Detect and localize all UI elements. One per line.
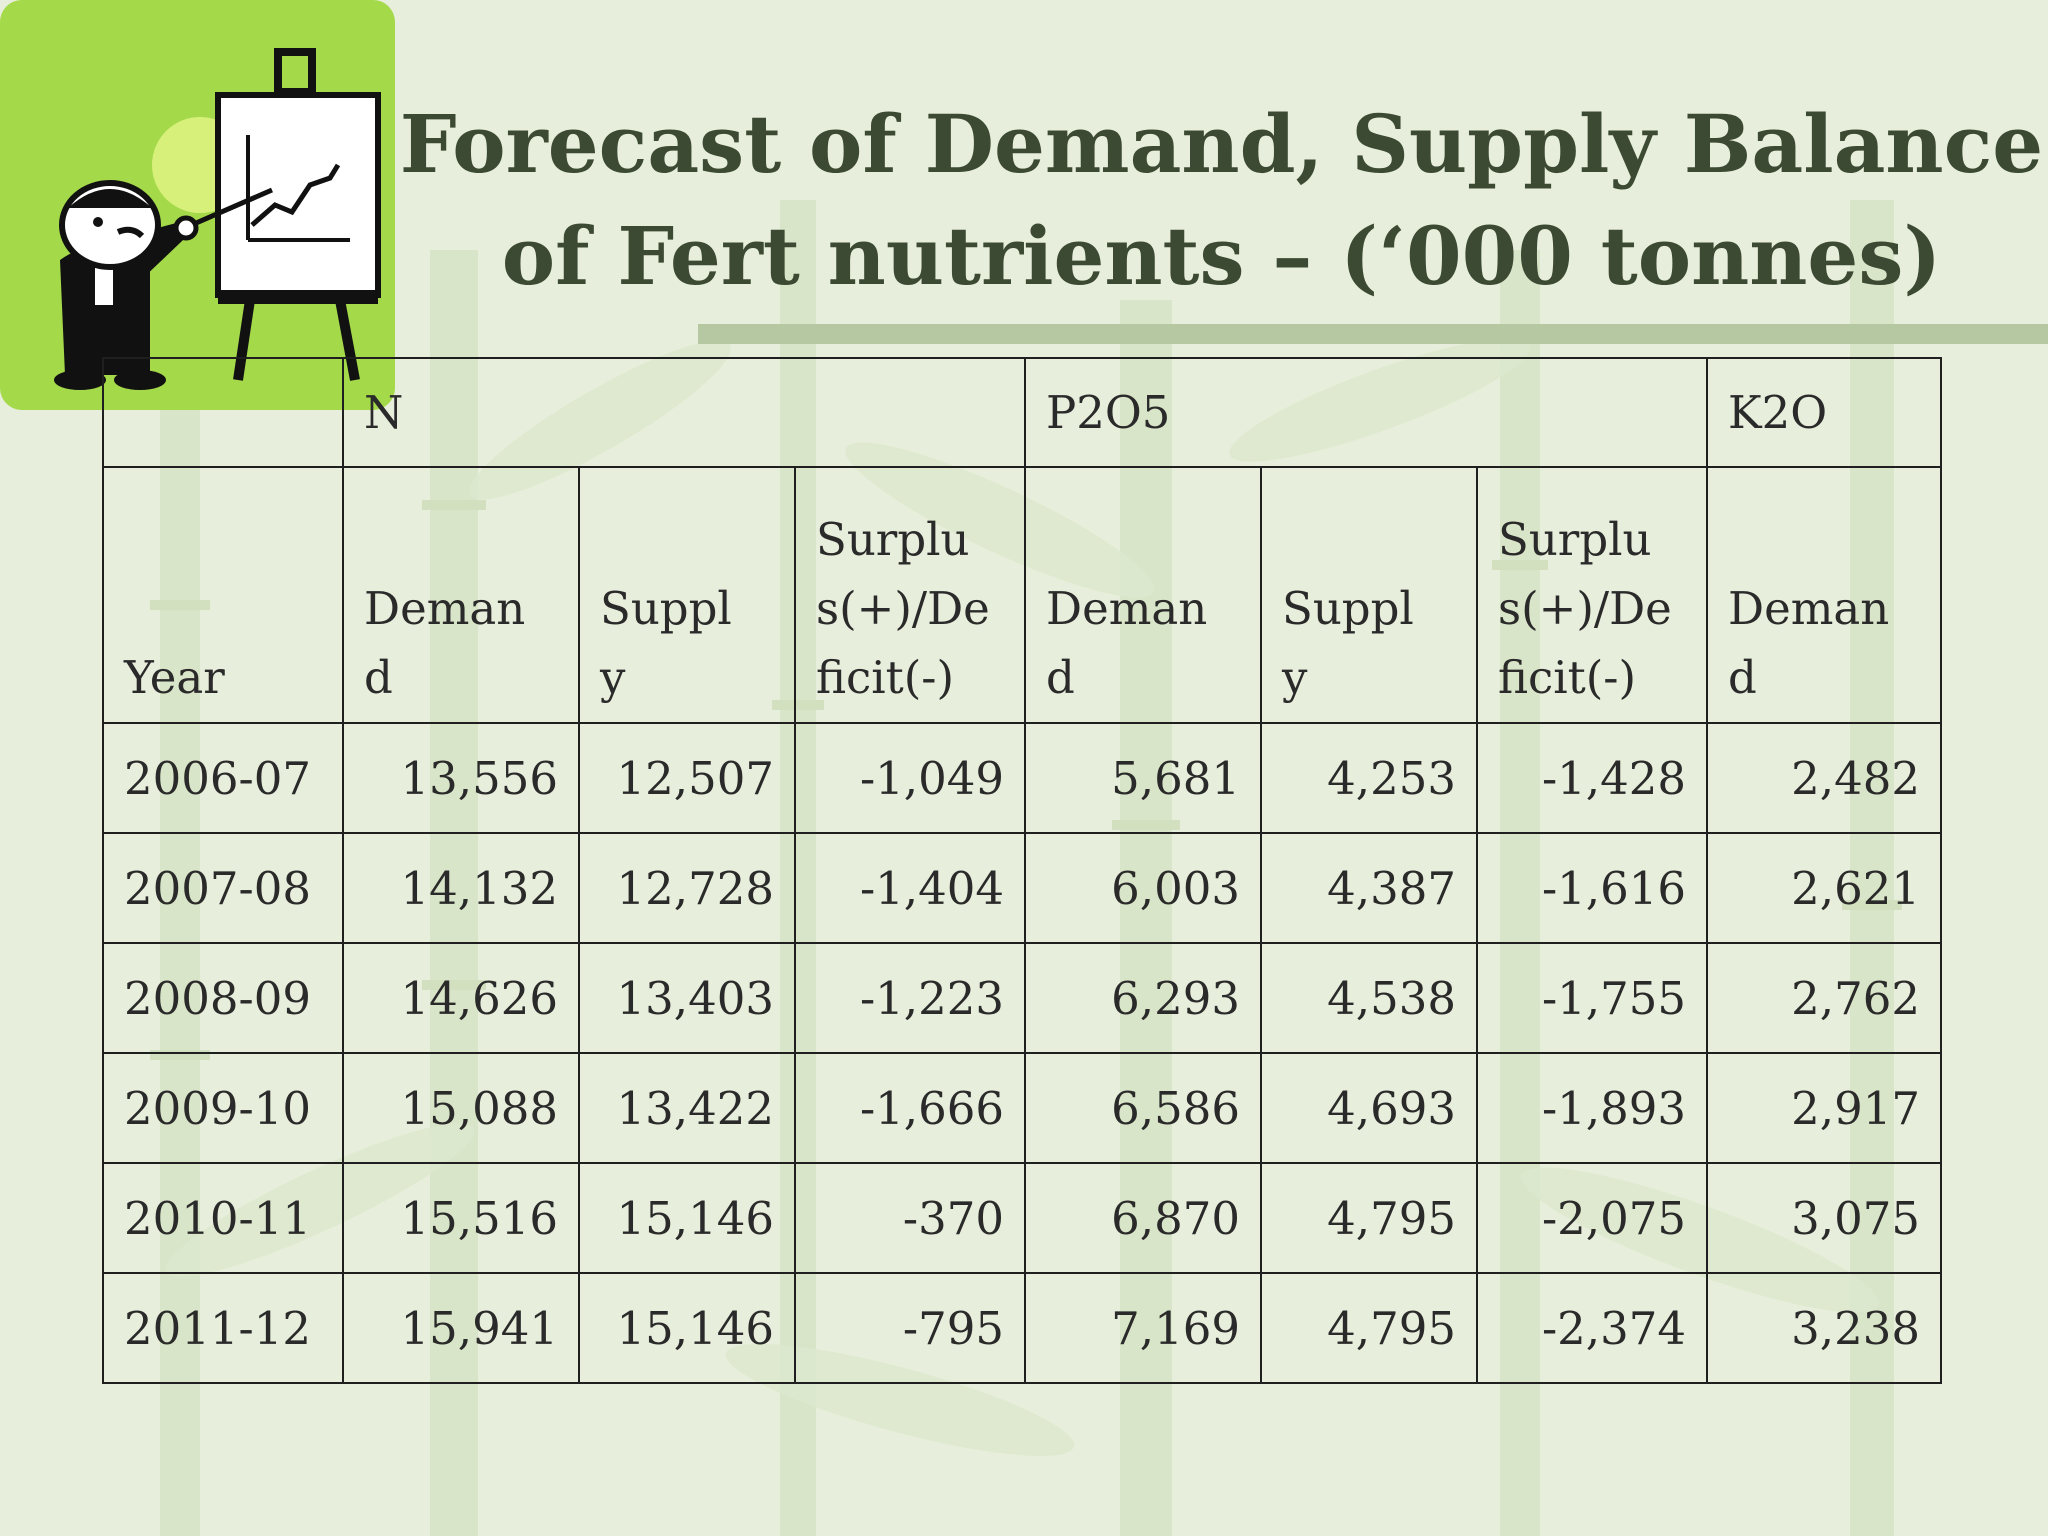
cell-n-balance: -1,223 bbox=[794, 942, 1026, 1054]
cell-year: 2008-09 bbox=[102, 942, 344, 1054]
cell-year: 2009-10 bbox=[102, 1052, 344, 1164]
cell-k2o-demand: 2,762 bbox=[1706, 942, 1942, 1054]
group-header-p2o5: P2O5 bbox=[1024, 357, 1708, 468]
cell-p2o5-supply: 4,253 bbox=[1260, 722, 1478, 834]
cell-n-supply: 15,146 bbox=[578, 1162, 796, 1274]
cell-p2o5-demand: 6,586 bbox=[1024, 1052, 1262, 1164]
presenter-logo bbox=[0, 0, 395, 410]
cell-p2o5-balance: -1,755 bbox=[1476, 942, 1708, 1054]
cell-year: 2010-11 bbox=[102, 1162, 344, 1274]
group-header-row: N P2O5 K2O bbox=[102, 357, 1942, 468]
table-row: 2010-11 15,516 15,146 -370 6,870 4,795 -… bbox=[102, 1162, 1942, 1274]
group-header-blank bbox=[102, 357, 344, 468]
cell-n-demand: 13,556 bbox=[342, 722, 580, 834]
column-header-row: Year Deman d Suppl y Surplu s(+)/De fici… bbox=[102, 466, 1942, 724]
cell-p2o5-demand: 6,870 bbox=[1024, 1162, 1262, 1274]
cell-k2o-demand: 2,621 bbox=[1706, 832, 1942, 944]
cell-p2o5-supply: 4,538 bbox=[1260, 942, 1478, 1054]
cell-p2o5-balance: -2,374 bbox=[1476, 1272, 1708, 1384]
cell-p2o5-balance: -1,616 bbox=[1476, 832, 1708, 944]
cell-p2o5-supply: 4,795 bbox=[1260, 1272, 1478, 1384]
cell-n-demand: 15,088 bbox=[342, 1052, 580, 1164]
cell-p2o5-demand: 6,293 bbox=[1024, 942, 1262, 1054]
cell-n-demand: 14,132 bbox=[342, 832, 580, 944]
table-row: 2011-12 15,941 15,146 -795 7,169 4,795 -… bbox=[102, 1272, 1942, 1384]
column-header-year: Year bbox=[102, 466, 344, 724]
cell-n-balance: -370 bbox=[794, 1162, 1026, 1274]
cell-k2o-demand: 3,075 bbox=[1706, 1162, 1942, 1274]
column-header-k2o-demand: Deman d bbox=[1706, 466, 1942, 724]
column-header-n-balance: Surplu s(+)/De ficit(-) bbox=[794, 466, 1026, 724]
cell-p2o5-supply: 4,693 bbox=[1260, 1052, 1478, 1164]
title-line-1: Forecast of Demand, Supply Balance bbox=[399, 97, 2044, 191]
title-line-2: of Fert nutrients – (‘000 tonnes) bbox=[501, 209, 1942, 303]
cell-n-supply: 13,403 bbox=[578, 942, 796, 1054]
column-header-p2o5-demand: Deman d bbox=[1024, 466, 1262, 724]
group-header-n: N bbox=[342, 357, 1026, 468]
column-header-n-supply: Suppl y bbox=[578, 466, 796, 724]
group-header-k2o: K2O bbox=[1706, 357, 1942, 468]
table-row: 2008-09 14,626 13,403 -1,223 6,293 4,538… bbox=[102, 942, 1942, 1054]
cell-n-balance: -1,404 bbox=[794, 832, 1026, 944]
column-header-n-demand: Deman d bbox=[342, 466, 580, 724]
cell-p2o5-supply: 4,387 bbox=[1260, 832, 1478, 944]
cell-n-balance: -1,049 bbox=[794, 722, 1026, 834]
cell-n-supply: 15,146 bbox=[578, 1272, 796, 1384]
cell-n-demand: 14,626 bbox=[342, 942, 580, 1054]
cell-year: 2011-12 bbox=[102, 1272, 344, 1384]
page-title: Forecast of Demand, Supply Balance of Fe… bbox=[395, 88, 2048, 312]
cell-year: 2007-08 bbox=[102, 832, 344, 944]
cell-year: 2006-07 bbox=[102, 722, 344, 834]
cell-n-supply: 13,422 bbox=[578, 1052, 796, 1164]
cell-k2o-demand: 2,482 bbox=[1706, 722, 1942, 834]
cell-p2o5-demand: 7,169 bbox=[1024, 1272, 1262, 1384]
column-header-p2o5-balance: Surplu s(+)/De ficit(-) bbox=[1476, 466, 1708, 724]
cell-n-balance: -1,666 bbox=[794, 1052, 1026, 1164]
presenter-with-chart-icon bbox=[54, 48, 381, 390]
cell-n-balance: -795 bbox=[794, 1272, 1026, 1384]
column-header-p2o5-supply: Suppl y bbox=[1260, 466, 1478, 724]
cell-n-demand: 15,516 bbox=[342, 1162, 580, 1274]
cell-p2o5-balance: -1,428 bbox=[1476, 722, 1708, 834]
fertilizer-forecast-table: N P2O5 K2O Year Deman d Suppl y Surplu s… bbox=[102, 357, 1942, 1384]
cell-p2o5-supply: 4,795 bbox=[1260, 1162, 1478, 1274]
table-row: 2007-08 14,132 12,728 -1,404 6,003 4,387… bbox=[102, 832, 1942, 944]
cell-p2o5-demand: 5,681 bbox=[1024, 722, 1262, 834]
cell-k2o-demand: 2,917 bbox=[1706, 1052, 1942, 1164]
title-divider bbox=[698, 324, 2048, 344]
cell-n-demand: 15,941 bbox=[342, 1272, 580, 1384]
cell-n-supply: 12,728 bbox=[578, 832, 796, 944]
cell-k2o-demand: 3,238 bbox=[1706, 1272, 1942, 1384]
cell-p2o5-demand: 6,003 bbox=[1024, 832, 1262, 944]
cell-p2o5-balance: -2,075 bbox=[1476, 1162, 1708, 1274]
table-row: 2006-07 13,556 12,507 -1,049 5,681 4,253… bbox=[102, 722, 1942, 834]
cell-n-supply: 12,507 bbox=[578, 722, 796, 834]
cell-p2o5-balance: -1,893 bbox=[1476, 1052, 1708, 1164]
table-row: 2009-10 15,088 13,422 -1,666 6,586 4,693… bbox=[102, 1052, 1942, 1164]
